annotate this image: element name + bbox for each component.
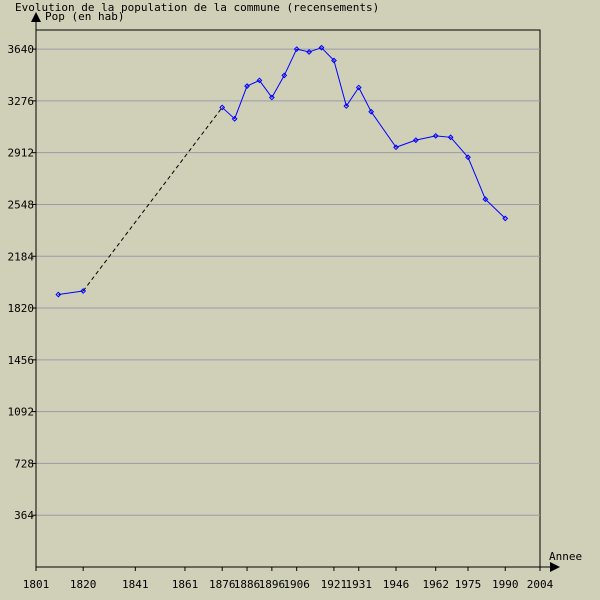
x-axis-arrow (550, 562, 560, 572)
data-point (368, 108, 375, 115)
data-point (412, 137, 419, 144)
line-segment (283, 48, 298, 76)
chart-title: Evolution de la population de la commune… (15, 1, 379, 14)
x-tick-label: 1946 (383, 578, 410, 591)
x-tick-label: 1921 (321, 578, 348, 591)
x-tick-label: 1876 (209, 578, 236, 591)
y-tick-labels: 364 728 1092 1456 1820 2184 2548 2912 3276 3640 (8, 43, 35, 522)
x-tick-label: 1861 (172, 578, 199, 591)
line-segment (415, 135, 436, 141)
x-tick-label: 1841 (122, 578, 149, 591)
line-segment (221, 107, 235, 120)
data-point (306, 49, 313, 55)
y-tick-label: 3276 (8, 95, 35, 108)
y-tick-label: 1456 (8, 354, 35, 367)
x-tick-label: 1931 (346, 578, 373, 591)
y-tick-label: 2548 (8, 198, 35, 211)
data-point (256, 77, 263, 84)
y-tick-label: 2912 (8, 147, 35, 160)
data-point (393, 144, 399, 151)
x-tick-label: 1820 (70, 578, 97, 591)
line-segment (395, 139, 417, 148)
data-point (219, 104, 226, 111)
y-tick-label: 728 (14, 457, 34, 470)
y-tick-label: 3640 (8, 43, 35, 56)
data-point (465, 154, 471, 161)
line-segment (234, 85, 248, 119)
line-segment (450, 136, 469, 158)
line-segment (321, 47, 335, 61)
data-point (447, 134, 454, 141)
line-segment (58, 290, 84, 296)
line-segment (485, 198, 506, 219)
x-tick-label: 1801 (23, 578, 50, 591)
y-tick-label: 1092 (8, 406, 35, 419)
y-tick-label: 2184 (8, 250, 35, 263)
data-point (293, 46, 300, 53)
line-segment (271, 75, 285, 98)
y-tick-label: 364 (14, 509, 34, 522)
data-point (318, 44, 325, 51)
grid-lines (32, 48, 541, 571)
data-point (268, 94, 275, 101)
x-tick-label: 1975 (455, 578, 482, 591)
series-markers (55, 44, 509, 298)
data-point (80, 288, 87, 294)
data-point (244, 83, 250, 89)
x-tick-label: 1886 (234, 578, 261, 591)
x-tick-label: 1906 (283, 578, 310, 591)
y-tick-label: 1820 (8, 302, 35, 315)
data-point (432, 132, 439, 139)
data-point (55, 291, 62, 298)
x-axis-label: Annee (549, 550, 582, 563)
line-segment (246, 79, 260, 87)
x-tick-label: 2004 (527, 578, 554, 591)
data-point (231, 115, 238, 122)
data-point (331, 57, 337, 64)
line-segment (370, 111, 397, 148)
plot-area (35, 29, 541, 568)
x-tick-label: 1990 (492, 578, 519, 591)
gap-segment (82, 107, 223, 292)
line-segment (345, 87, 360, 107)
line-segment (259, 80, 273, 98)
axes (31, 12, 560, 572)
series-lines (58, 47, 506, 296)
data-point (355, 84, 362, 91)
x-tick-label: 1896 (259, 578, 286, 591)
data-point (343, 103, 350, 109)
data-point (281, 72, 288, 79)
line-segment (333, 60, 347, 107)
data-point (502, 215, 509, 222)
y-axis-label: Pop (en hab) (45, 10, 124, 23)
data-point (482, 196, 489, 203)
y-axis-arrow (31, 12, 41, 22)
line-segment (467, 157, 486, 200)
x-tick-label: 1962 (422, 578, 449, 591)
line-segment (358, 87, 372, 112)
